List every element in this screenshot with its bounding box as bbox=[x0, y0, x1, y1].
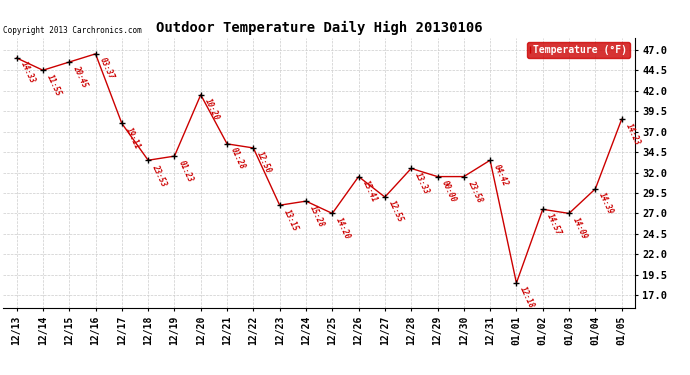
Text: 12:55: 12:55 bbox=[387, 200, 405, 224]
Text: 15:41: 15:41 bbox=[361, 179, 379, 204]
Text: 14:57: 14:57 bbox=[545, 212, 563, 237]
Legend: Temperature (°F): Temperature (°F) bbox=[527, 42, 630, 58]
Text: 01:23: 01:23 bbox=[177, 159, 195, 183]
Text: 20:45: 20:45 bbox=[71, 64, 89, 89]
Text: 00:00: 00:00 bbox=[440, 179, 457, 204]
Text: 14:23: 14:23 bbox=[624, 122, 642, 147]
Text: 12:18: 12:18 bbox=[518, 285, 536, 310]
Text: 11:55: 11:55 bbox=[45, 73, 63, 98]
Text: 15:28: 15:28 bbox=[308, 204, 326, 228]
Text: 14:09: 14:09 bbox=[571, 216, 589, 241]
Text: 12:50: 12:50 bbox=[255, 150, 273, 175]
Text: 19:11: 19:11 bbox=[124, 126, 142, 151]
Text: 04:42: 04:42 bbox=[492, 163, 510, 188]
Text: 14:39: 14:39 bbox=[598, 191, 615, 216]
Text: Copyright 2013 Carchronics.com: Copyright 2013 Carchronics.com bbox=[3, 26, 142, 35]
Text: 10:20: 10:20 bbox=[203, 97, 221, 122]
Text: 14:20: 14:20 bbox=[335, 216, 353, 241]
Text: 13:33: 13:33 bbox=[413, 171, 431, 196]
Text: 23:58: 23:58 bbox=[466, 179, 484, 204]
Text: 13:15: 13:15 bbox=[282, 208, 299, 232]
Text: 14:33: 14:33 bbox=[19, 60, 37, 85]
Text: 01:28: 01:28 bbox=[229, 146, 247, 171]
Title: Outdoor Temperature Daily High 20130106: Outdoor Temperature Daily High 20130106 bbox=[156, 21, 482, 35]
Text: 03:37: 03:37 bbox=[97, 56, 115, 81]
Text: 23:53: 23:53 bbox=[150, 163, 168, 188]
